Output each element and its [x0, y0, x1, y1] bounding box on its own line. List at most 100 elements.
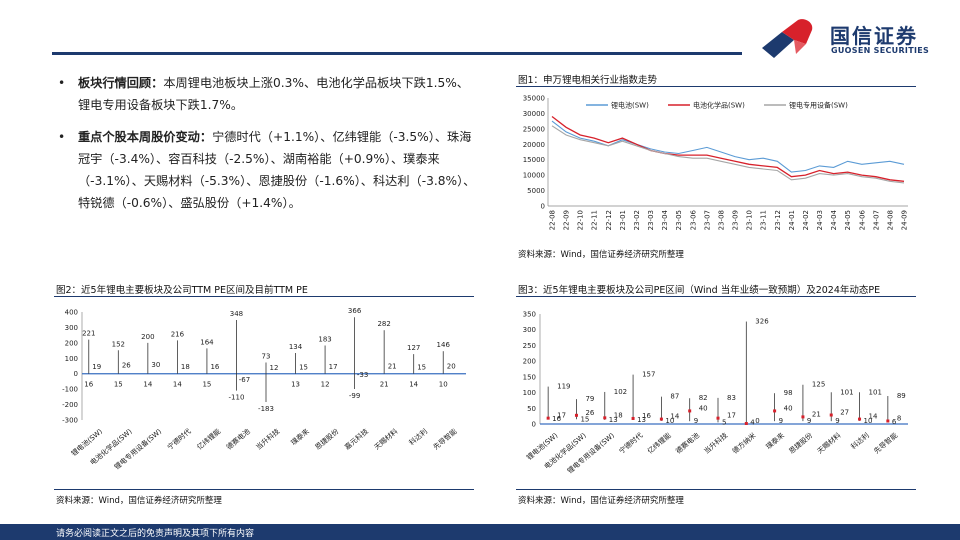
y-tick-label: 300: [65, 324, 78, 332]
median-label: 16: [210, 363, 219, 371]
y-tick-label: 400: [65, 309, 78, 317]
category-label: 德赛电池: [674, 431, 701, 456]
x-tick-label: 23-01: [619, 210, 627, 230]
min-label: 12: [321, 381, 330, 389]
max-label: 73: [262, 352, 271, 360]
bullet-list: • 板块行情回顾：本周锂电池板块上涨0.3%、电池化学品板块下跌1.5%、锂电专…: [56, 72, 476, 224]
category-label: 嘉元科技: [343, 427, 370, 452]
max-label: 221: [82, 330, 95, 338]
min-label: 6: [892, 418, 897, 426]
current-label: 21: [812, 410, 821, 418]
y-tick-label: 25000: [523, 125, 545, 133]
y-tick-label: 200: [523, 358, 536, 366]
x-tick-label: 22-10: [577, 210, 585, 230]
x-tick-label: 23-10: [746, 210, 754, 230]
min-label: 10: [864, 417, 873, 425]
max-label: 157: [642, 371, 655, 379]
fig2-caption: 图2：近5年锂电主要板块及公司TTM PE区间及目前TTM PE: [56, 285, 308, 296]
min-label: 13: [291, 381, 300, 389]
current-label: 16: [642, 412, 651, 420]
bullet-body: 本周锂电池板块上涨0.3%、电池化学品板块下跌1.5%、锂电专用设备板块下跌1.…: [78, 76, 469, 112]
max-label: 102: [614, 388, 627, 396]
current-label: 27: [840, 409, 849, 417]
x-tick-label: 24-09: [901, 210, 909, 230]
y-tick-label: 0: [541, 203, 545, 211]
max-label: 183: [318, 335, 331, 343]
x-tick-label: 24-02: [802, 210, 810, 230]
max-label: 79: [585, 395, 594, 403]
current-label: 14: [869, 413, 878, 421]
x-tick-label: 23-11: [760, 210, 768, 230]
y-tick-label: -200: [62, 401, 78, 409]
y-tick-label: 30000: [523, 110, 545, 118]
max-label: 101: [869, 388, 882, 396]
current-label: 17: [727, 412, 736, 420]
y-tick-label: 15000: [523, 156, 545, 164]
x-tick-label: 23-09: [732, 210, 740, 230]
min-label: 9: [835, 417, 839, 425]
x-tick-label: 23-02: [633, 210, 641, 230]
category-label: 当升科技: [702, 431, 729, 456]
current-marker: [744, 422, 748, 425]
max-label: 89: [897, 392, 906, 400]
x-tick-label: 24-05: [844, 210, 852, 230]
bullet-item: • 重点个股本周股价变动：宁德时代（+1.1%）、亿纬锂能（-3.5%）、珠海冠…: [56, 126, 476, 214]
min-label: 9: [807, 417, 811, 425]
bullet-title: 板块行情回顾：: [78, 76, 164, 90]
x-tick-label: 22-11: [591, 210, 599, 230]
x-tick-label: 23-05: [675, 210, 683, 230]
fig3-chart: 0501001502002503003501191716锂电池(SW)79261…: [523, 311, 908, 475]
current-marker: [603, 416, 607, 420]
x-tick-label: 24-01: [788, 210, 796, 230]
footer-bar: 请务必阅读正文之后的免责声明及其项下所有内容: [0, 524, 960, 540]
category-label: 宁德时代: [165, 427, 192, 452]
min-label: 16: [552, 415, 561, 423]
median-label: 21: [388, 362, 397, 370]
current-label: 40: [699, 404, 708, 412]
min-label: 13: [609, 416, 618, 424]
min-label: 14: [173, 381, 182, 389]
fig1-caption: 图1：申万锂电相关行业指数走势: [518, 75, 658, 86]
min-label: 16: [84, 381, 93, 389]
fig3-source: 资料来源：Wind，国信证券经济研究所整理: [518, 496, 684, 506]
min-label: 13: [637, 416, 646, 424]
median-label: 12: [270, 364, 279, 372]
category-label: 天赐材料: [372, 427, 399, 452]
fig1-chart: 0 5000 10000 15000 20000 25000 30000 35000 22-08…: [523, 95, 909, 231]
current-marker: [659, 417, 663, 421]
y-tick-label: 50: [527, 405, 536, 413]
bullet-item: • 板块行情回顾：本周锂电池板块上涨0.3%、电池化学品板块下跌1.5%、锂电专…: [56, 72, 476, 116]
max-label: 152: [112, 340, 125, 348]
min-label: -110: [229, 394, 245, 402]
fig2-bottom-rule: [54, 489, 474, 490]
max-label: 98: [784, 389, 793, 397]
x-tick-label: 22-09: [563, 210, 571, 230]
fig1-source: 资料来源：Wind，国信证券经济研究所整理: [518, 250, 684, 260]
current-label: 0: [755, 417, 759, 425]
category-label: 先导智能: [431, 427, 458, 452]
median-label: 26: [122, 362, 131, 370]
fig2-source: 资料来源：Wind，国信证券经济研究所整理: [56, 496, 222, 506]
x-tick-label: 23-04: [661, 209, 669, 230]
current-marker: [886, 419, 890, 423]
max-label: 82: [699, 394, 708, 402]
y-tick-label: 350: [523, 311, 536, 319]
category-label: 科达利: [407, 427, 429, 447]
min-label: 10: [439, 381, 448, 389]
min-label: 15: [580, 415, 589, 423]
x-tick-label: 22-12: [605, 210, 613, 230]
x-tick-label: 24-04: [830, 209, 838, 230]
y-tick-label: 100: [65, 355, 78, 363]
y-tick-label: 20000: [523, 141, 545, 149]
min-label: 10: [665, 417, 674, 425]
category-label: 先导智能: [872, 431, 899, 456]
bullet-body: 宁德时代（+1.1%）、亿纬锂能（-3.5%）、珠海冠宇（-3.4%）、容百科技…: [78, 130, 476, 210]
max-label: 134: [289, 343, 303, 351]
y-tick-label: -100: [62, 386, 78, 394]
x-tick-label: 24-03: [816, 210, 824, 230]
min-label: 15: [114, 381, 123, 389]
category-label: 恩捷股份: [313, 427, 340, 452]
series-line: [551, 125, 905, 184]
x-tick-label: 23-07: [703, 210, 711, 230]
category-label: 璞泰来: [289, 427, 311, 447]
